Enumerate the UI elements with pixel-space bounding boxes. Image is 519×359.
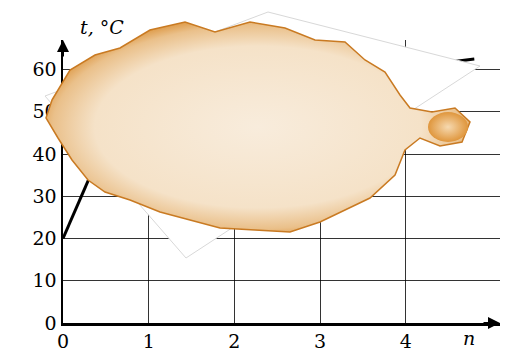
svg-text:20: 20	[33, 227, 57, 249]
svg-text:t, °C: t, °C	[80, 16, 124, 38]
svg-text:4: 4	[400, 330, 412, 352]
svg-text:50: 50	[33, 100, 57, 122]
svg-text:0: 0	[57, 330, 69, 352]
svg-text:n: n	[463, 327, 475, 349]
svg-text:3: 3	[314, 330, 326, 352]
svg-text:2: 2	[228, 330, 240, 352]
svg-text:30: 30	[33, 185, 57, 207]
svg-text:40: 40	[33, 143, 57, 165]
svg-text:0: 0	[45, 312, 57, 334]
svg-text:1: 1	[143, 330, 155, 352]
svg-text:10: 10	[33, 269, 57, 291]
svg-text:60: 60	[33, 58, 57, 80]
